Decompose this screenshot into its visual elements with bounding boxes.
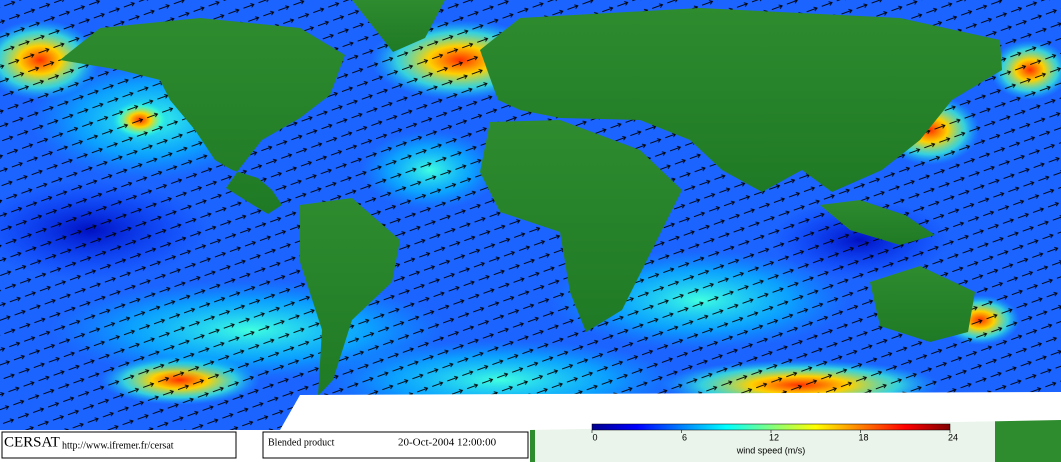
colorbar-tick-label: 12	[769, 432, 779, 442]
url: http://www.ifremer.fr/cersat	[62, 440, 174, 451]
colorbar-tick-label: 0	[592, 432, 597, 442]
colorbar-tick-label: 24	[948, 432, 958, 442]
logo-box	[1, 431, 237, 459]
product: Blended product	[268, 437, 335, 448]
legend-bar: CERSAT http://www.ifremer.fr/cersat Blen…	[1, 420, 995, 462]
colorbar-label: wind speed (m/s)	[736, 445, 806, 455]
datetime: 20-Oct-2004 12:00:00	[398, 437, 497, 449]
product-box	[262, 431, 529, 459]
colorbar-tick-label: 6	[682, 432, 687, 442]
colorbar-tick-label: 18	[858, 432, 868, 442]
logo: CERSAT	[4, 434, 60, 450]
colorbar	[591, 423, 951, 431]
